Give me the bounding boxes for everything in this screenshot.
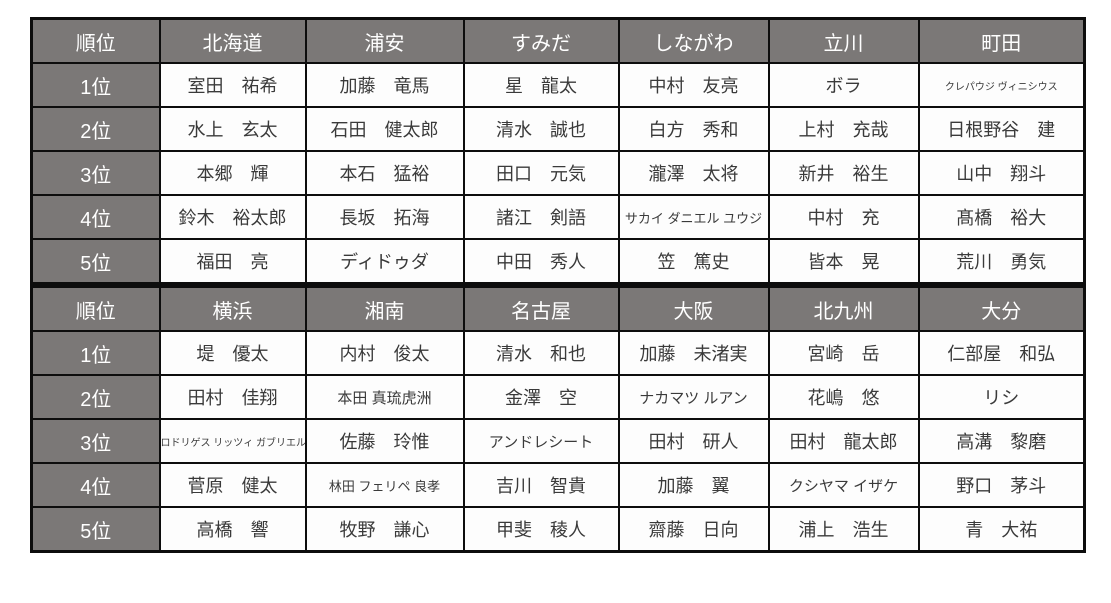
name-cell: 仁部屋 和弘: [917, 330, 1086, 376]
header-cell-hokkaido: 北海道: [158, 17, 307, 64]
table-row: 3位 ロドリゲス リッツィ ガブリエル 佐藤 玲惟 アンドレシート 田村 研人 …: [30, 418, 1086, 464]
name-cell: 清水 和也: [462, 330, 620, 376]
name-cell: 鈴木 裕太郎: [158, 194, 307, 240]
name-cell: 加藤 翼: [617, 462, 770, 508]
name-cell: アンドレシート: [462, 418, 620, 464]
rank-cell: 5位: [30, 238, 161, 285]
header-cell-yokohama: 横浜: [158, 285, 307, 332]
name-cell: 花嶋 悠: [767, 374, 920, 420]
name-cell: 菅原 健太: [158, 462, 307, 508]
name-cell: 青 大祐: [917, 506, 1086, 553]
name-cell: 田村 佳翔: [158, 374, 307, 420]
rank-cell: 3位: [30, 418, 161, 464]
rank-cell: 2位: [30, 374, 161, 420]
table-row: 3位 本郷 輝 本石 猛裕 田口 元気 瀧澤 太将 新井 裕生 山中 翔斗: [30, 150, 1086, 196]
table-header-row: 順位 北海道 浦安 すみだ しながわ 立川 町田: [30, 17, 1086, 64]
table-row: 4位 菅原 健太 林田 フェリペ 良孝 吉川 智貴 加藤 翼 クシヤマ イザケ …: [30, 462, 1086, 508]
name-cell: 室田 祐希: [158, 62, 307, 108]
rank-cell: 4位: [30, 194, 161, 240]
name-cell: 中村 友亮: [617, 62, 770, 108]
header-cell-tachikawa: 立川: [767, 17, 920, 64]
name-cell: 堤 優太: [158, 330, 307, 376]
name-cell: 髙橋 裕大: [917, 194, 1086, 240]
name-cell: 本石 猛裕: [304, 150, 465, 196]
name-cell: 浦上 浩生: [767, 506, 920, 553]
name-cell: サカイ ダニエル ユウジ: [617, 194, 770, 240]
name-cell: 皆本 晃: [767, 238, 920, 285]
table-header-row: 順位 横浜 湘南 名古屋 大阪 北九州 大分: [30, 285, 1086, 332]
header-cell-urayasu: 浦安: [304, 17, 465, 64]
name-cell: 内村 俊太: [304, 330, 465, 376]
name-cell: 福田 亮: [158, 238, 307, 285]
header-cell-osaka: 大阪: [617, 285, 770, 332]
name-cell: 新井 裕生: [767, 150, 920, 196]
table-row: 1位 堤 優太 内村 俊太 清水 和也 加藤 未渚実 宮崎 岳 仁部屋 和弘: [30, 330, 1086, 376]
name-cell: 加藤 未渚実: [617, 330, 770, 376]
name-cell: クシヤマ イザケ: [767, 462, 920, 508]
table-row: 4位 鈴木 裕太郎 長坂 拓海 諸江 剣語 サカイ ダニエル ユウジ 中村 充 …: [30, 194, 1086, 240]
name-cell: 甲斐 稜人: [462, 506, 620, 553]
name-cell: 瀧澤 太将: [617, 150, 770, 196]
header-cell-rank: 順位: [30, 285, 161, 332]
name-cell: 高溝 黎磨: [917, 418, 1086, 464]
rank-cell: 4位: [30, 462, 161, 508]
rank-cell: 1位: [30, 330, 161, 376]
header-cell-shonan: 湘南: [304, 285, 465, 332]
name-cell: 田村 研人: [617, 418, 770, 464]
name-cell: 荒川 勇気: [917, 238, 1086, 285]
name-cell: 諸江 剣語: [462, 194, 620, 240]
name-cell: 林田 フェリペ 良孝: [304, 462, 465, 508]
header-cell-oita: 大分: [917, 285, 1086, 332]
name-cell: 齋藤 日向: [617, 506, 770, 553]
name-cell: 金澤 空: [462, 374, 620, 420]
name-cell: 長坂 拓海: [304, 194, 465, 240]
name-cell: 笠 篤史: [617, 238, 770, 285]
name-cell: ナカマツ ルアン: [617, 374, 770, 420]
ranking-table-top: 順位 北海道 浦安 すみだ しながわ 立川 町田 1位 室田 祐希 加藤 竜馬 …: [30, 17, 1086, 285]
name-cell: 白方 秀和: [617, 106, 770, 152]
name-cell: 中田 秀人: [462, 238, 620, 285]
name-cell: 石田 健太郎: [304, 106, 465, 152]
name-cell: 田村 龍太郎: [767, 418, 920, 464]
name-cell: 中村 充: [767, 194, 920, 240]
name-cell: リシ: [917, 374, 1086, 420]
name-cell: 星 龍太: [462, 62, 620, 108]
table-row: 2位 水上 玄太 石田 健太郎 清水 誠也 白方 秀和 上村 充哉 日根野谷 建: [30, 106, 1086, 152]
name-cell: 上村 充哉: [767, 106, 920, 152]
name-cell: 牧野 謙心: [304, 506, 465, 553]
table-row: 2位 田村 佳翔 本田 真琉虎洲 金澤 空 ナカマツ ルアン 花嶋 悠 リシ: [30, 374, 1086, 420]
header-cell-kitakyushu: 北九州: [767, 285, 920, 332]
name-cell: 宮崎 岳: [767, 330, 920, 376]
name-cell: ロドリゲス リッツィ ガブリエル: [158, 418, 307, 464]
name-cell: 野口 茅斗: [917, 462, 1086, 508]
name-cell: クレパウジ ヴィニシウス: [917, 62, 1086, 108]
name-cell: 日根野谷 建: [917, 106, 1086, 152]
name-cell: ボラ: [767, 62, 920, 108]
rank-cell: 5位: [30, 506, 161, 553]
header-cell-machida: 町田: [917, 17, 1086, 64]
table-row: 5位 高橋 響 牧野 謙心 甲斐 稜人 齋藤 日向 浦上 浩生 青 大祐: [30, 506, 1086, 553]
name-cell: 本田 真琉虎洲: [304, 374, 465, 420]
name-cell: 山中 翔斗: [917, 150, 1086, 196]
name-cell: 高橋 響: [158, 506, 307, 553]
name-cell: 本郷 輝: [158, 150, 307, 196]
name-cell: ディドゥダ: [304, 238, 465, 285]
rank-cell: 2位: [30, 106, 161, 152]
name-cell: 吉川 智貴: [462, 462, 620, 508]
name-cell: 田口 元気: [462, 150, 620, 196]
name-cell: 佐藤 玲惟: [304, 418, 465, 464]
rank-cell: 3位: [30, 150, 161, 196]
table-row: 1位 室田 祐希 加藤 竜馬 星 龍太 中村 友亮 ボラ クレパウジ ヴィニシウ…: [30, 62, 1086, 108]
rank-cell: 1位: [30, 62, 161, 108]
name-cell: 加藤 竜馬: [304, 62, 465, 108]
header-cell-shinagawa: しながわ: [617, 17, 770, 64]
header-cell-nagoya: 名古屋: [462, 285, 620, 332]
name-cell: 水上 玄太: [158, 106, 307, 152]
ranking-table-bottom: 順位 横浜 湘南 名古屋 大阪 北九州 大分 1位 堤 優太 内村 俊太 清水 …: [30, 285, 1086, 553]
name-cell: 清水 誠也: [462, 106, 620, 152]
table-row: 5位 福田 亮 ディドゥダ 中田 秀人 笠 篤史 皆本 晃 荒川 勇気: [30, 238, 1086, 285]
header-cell-rank: 順位: [30, 17, 161, 64]
header-cell-sumida: すみだ: [462, 17, 620, 64]
